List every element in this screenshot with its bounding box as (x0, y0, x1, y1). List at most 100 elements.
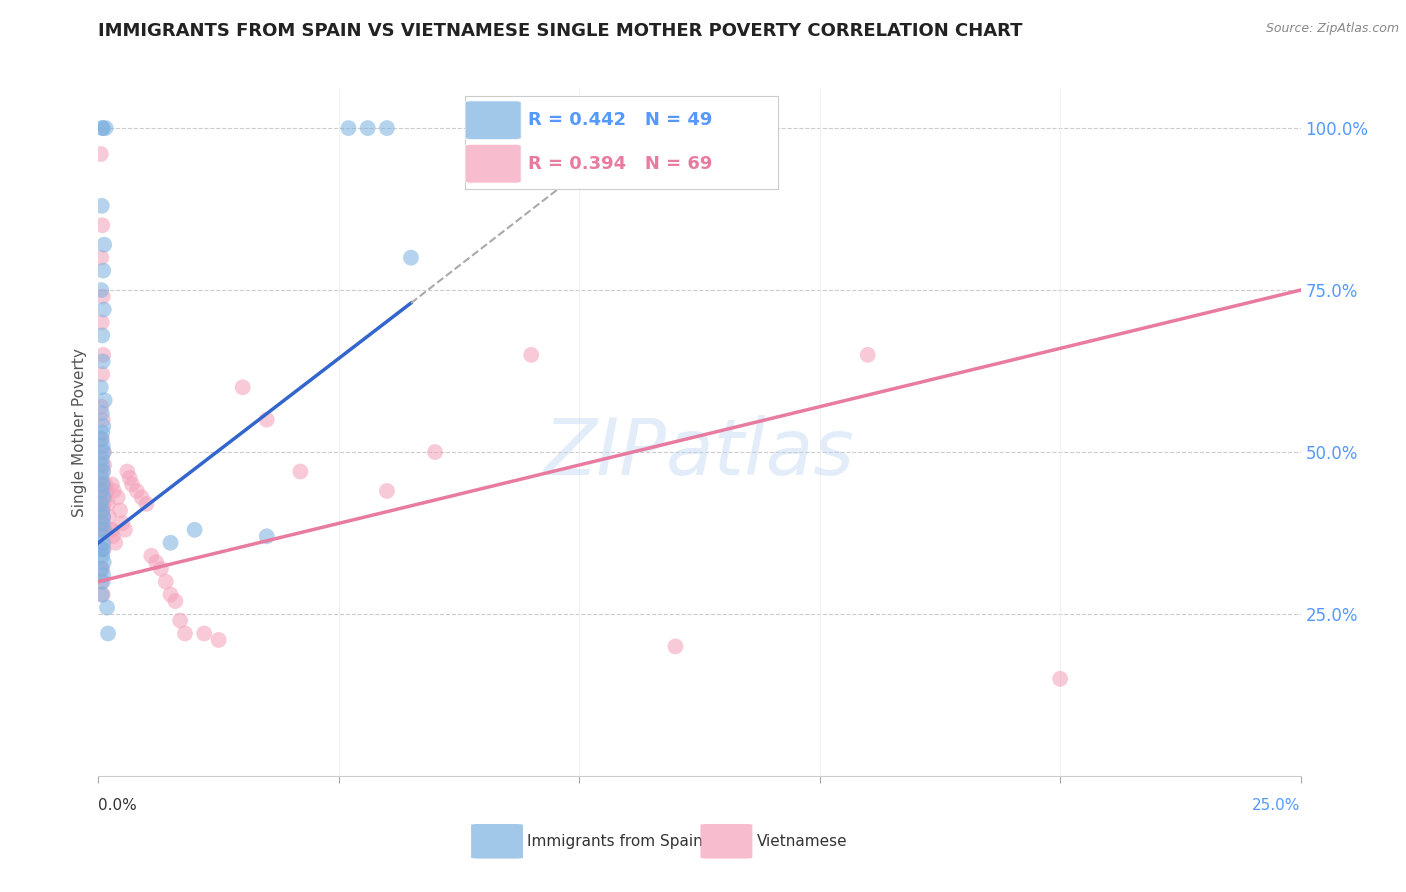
Y-axis label: Single Mother Poverty: Single Mother Poverty (72, 348, 87, 517)
Point (90, 516, 112, 531)
Point (93, 491, 115, 505)
Point (108, 503, 131, 517)
Point (91, 368, 114, 382)
Point (145, 555, 167, 569)
Point (107, 491, 129, 505)
Point (98, 509, 121, 524)
Point (90, 199, 112, 213)
Point (90, 529, 112, 543)
Point (96, 483, 118, 498)
Point (91, 477, 114, 491)
Point (94, 121, 117, 136)
Point (337, 121, 360, 136)
Point (90, 483, 112, 498)
Point (232, 380, 254, 394)
Text: ZIPatlas: ZIPatlas (544, 415, 855, 491)
Point (193, 626, 215, 640)
Text: 0.0%: 0.0% (98, 798, 138, 814)
Point (111, 516, 134, 531)
Point (93, 458, 115, 472)
Point (90, 380, 112, 394)
Point (135, 497, 157, 511)
Point (90, 523, 112, 537)
Point (93, 542, 115, 557)
Point (91, 439, 114, 453)
Point (91, 477, 114, 491)
Point (1049, 672, 1071, 686)
Point (90, 432, 112, 446)
Text: 25.0%: 25.0% (1253, 798, 1301, 814)
Point (125, 483, 148, 498)
Point (159, 588, 181, 602)
Point (664, 640, 686, 654)
Point (93, 497, 115, 511)
Point (91, 289, 114, 303)
Point (93, 555, 115, 569)
Point (256, 529, 278, 543)
Point (91, 503, 114, 517)
Point (183, 523, 205, 537)
Point (97, 626, 120, 640)
Point (104, 535, 127, 549)
Point (141, 549, 163, 563)
Point (357, 121, 380, 136)
Point (90, 251, 112, 265)
Point (90, 497, 112, 511)
Point (91, 523, 114, 537)
Point (91, 503, 114, 517)
Point (101, 477, 124, 491)
Point (91, 535, 114, 549)
Point (121, 477, 143, 491)
Point (90, 497, 112, 511)
Point (118, 471, 141, 485)
Point (117, 465, 139, 479)
Point (91, 574, 114, 589)
Point (91, 328, 114, 343)
Point (93, 237, 115, 252)
Point (91, 412, 114, 426)
Point (101, 523, 124, 537)
Point (91, 588, 114, 602)
Point (91, 497, 114, 511)
Point (256, 412, 278, 426)
Point (165, 594, 187, 608)
Point (91, 516, 114, 531)
Point (93, 302, 115, 317)
Point (91, 465, 114, 479)
Point (93, 445, 115, 459)
Point (90, 588, 112, 602)
Point (423, 445, 446, 459)
Point (103, 483, 125, 498)
Point (91, 425, 114, 440)
Point (91, 348, 114, 362)
Point (90, 542, 112, 557)
Point (94, 477, 117, 491)
Point (91, 354, 114, 368)
Point (290, 465, 312, 479)
Point (91, 419, 114, 434)
Point (91, 465, 114, 479)
Point (159, 535, 181, 549)
Point (375, 121, 398, 136)
Point (91, 509, 114, 524)
Point (90, 451, 112, 466)
Point (101, 529, 124, 543)
Point (91, 121, 114, 136)
Point (93, 393, 115, 408)
Point (90, 471, 112, 485)
Point (91, 219, 114, 233)
Point (91, 483, 114, 498)
Point (90, 574, 112, 589)
Point (169, 614, 191, 628)
Point (174, 626, 197, 640)
Point (114, 523, 136, 537)
Point (155, 574, 177, 589)
Point (91, 263, 114, 277)
Point (100, 523, 122, 537)
Point (90, 283, 112, 297)
Point (90, 406, 112, 420)
Point (208, 632, 231, 647)
Point (90, 432, 112, 446)
Point (90, 147, 112, 161)
Point (91, 568, 114, 582)
